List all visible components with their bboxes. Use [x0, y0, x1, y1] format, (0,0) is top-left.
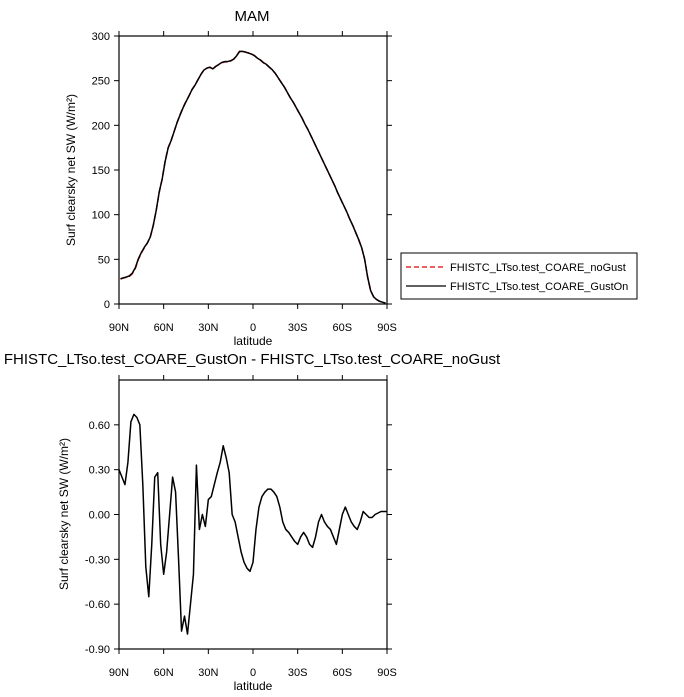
top-y-tick-label: 50: [98, 254, 110, 266]
bottom-x-tick-label: 0: [250, 667, 256, 679]
top-plot-frame: [118, 35, 388, 305]
bottom-series-group: [118, 413, 387, 635]
bottom-series-line-0: [118, 413, 387, 635]
bottom-plot-frame: [118, 379, 388, 650]
top-y-ticks: 0 50 100 150 200 250 300: [92, 31, 392, 311]
bottom-x-axis-label: latitude: [234, 679, 273, 693]
bottom-chart-title: FHISTC_LTso.test_COARE_GustOn - FHISTC_L…: [4, 351, 501, 368]
top-x-tick-label: 90S: [377, 322, 397, 334]
bottom-y-tick-label: -0.60: [85, 599, 110, 611]
top-series-line-0: [120, 50, 386, 304]
top-x-tick-label: 90N: [109, 322, 129, 334]
top-series-line-1: [120, 50, 386, 304]
top-x-tick-label: 60N: [154, 322, 174, 334]
top-y-tick-label: 0: [104, 299, 110, 311]
top-x-tick-label: 60S: [333, 322, 353, 334]
bottom-x-tick-label: 60S: [333, 667, 353, 679]
bottom-y-tick-label: 0.00: [89, 510, 110, 522]
top-x-tick-label: 0: [250, 322, 256, 334]
top-x-tick-label: 30S: [288, 322, 308, 334]
top-x-ticks: 90N 60N 30N 0 30S 60S 90S: [109, 31, 397, 334]
bottom-x-tick-label: 90N: [109, 667, 129, 679]
bottom-y-tick-label: -0.30: [85, 554, 110, 566]
bottom-x-ticks: 90N 60N 30N 0 30S 60S 90S: [109, 375, 397, 679]
bottom-panel: FHISTC_LTso.test_COARE_GustOn - FHISTC_L…: [4, 351, 501, 693]
legend-label-guston: FHISTC_LTso.test_COARE_GustOn: [450, 281, 628, 293]
bottom-y-ticks: -0.90 -0.60 -0.30 0.00 0.30 0.60: [85, 420, 392, 656]
top-y-axis-label: Surf clearsky net SW (W/m²): [64, 94, 78, 246]
bottom-y-tick-label: 0.30: [89, 465, 110, 477]
top-series-group: [120, 50, 386, 304]
top-y-tick-label: 250: [92, 76, 110, 88]
legend-box: [400, 252, 638, 300]
top-chart-title: MAM: [235, 8, 270, 25]
legend-label-nogust: FHISTC_LTso.test_COARE_noGust: [450, 262, 626, 274]
bottom-x-tick-label: 90S: [377, 667, 397, 679]
bottom-x-tick-label: 30N: [198, 667, 218, 679]
top-y-tick-label: 100: [92, 210, 110, 222]
bottom-x-tick-label: 60N: [154, 667, 174, 679]
top-y-tick-label: 150: [92, 165, 110, 177]
top-y-tick-label: 200: [92, 120, 110, 132]
top-x-tick-label: 30N: [198, 322, 218, 334]
bottom-x-tick-label: 30S: [288, 667, 308, 679]
top-x-axis-label: latitude: [234, 334, 273, 348]
legend: FHISTC_LTso.test_COARE_noGust FHISTC_LTs…: [400, 252, 638, 300]
top-y-tick-label: 300: [92, 31, 110, 43]
bottom-y-tick-label: -0.90: [85, 644, 110, 656]
bottom-y-tick-label: 0.60: [89, 420, 110, 432]
bottom-y-axis-label: Surf clearsky net SW (W/m²): [57, 438, 71, 590]
